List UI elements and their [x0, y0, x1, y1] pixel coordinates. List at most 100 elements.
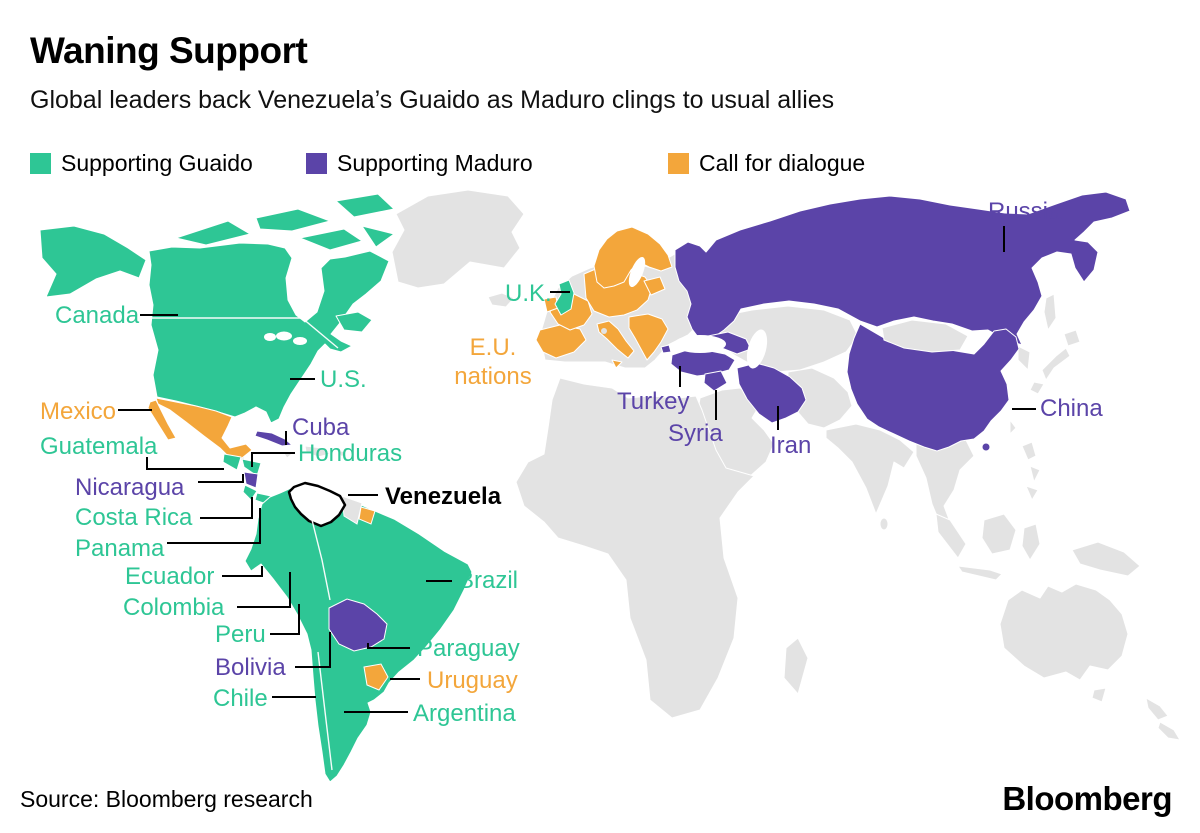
arctic-island-1: [175, 220, 251, 246]
country-sri-lanka: [879, 517, 889, 531]
island-nz-south: [1157, 721, 1181, 741]
source-note: Source: Bloomberg research: [20, 786, 313, 812]
map-label-venezuela: Venezuela: [385, 483, 502, 510]
map-label-china: China: [1040, 395, 1103, 422]
island-sumatra: [935, 513, 967, 559]
legend-item-guaido: Supporting Guaido: [30, 150, 253, 177]
island-borneo: [981, 513, 1017, 555]
country-russia: [674, 191, 1131, 346]
island-hispaniola: [304, 445, 331, 458]
countries-maduro-eurasia: [660, 191, 1131, 452]
border-chile-argentina: [317, 651, 333, 771]
great-lake-3: [264, 333, 276, 341]
leader-guatemala: [146, 457, 224, 470]
baltic-sea: [628, 256, 646, 288]
country-korea: [1017, 345, 1031, 371]
border-brazil-west: [311, 519, 331, 601]
island-philippines-2: [1029, 465, 1041, 483]
countries-maduro-caribbean: [243, 430, 293, 489]
map-label-chile: Chile: [213, 685, 268, 712]
island-philippines-1: [1021, 441, 1037, 461]
country-uruguay: [363, 663, 389, 691]
country-switzerland: [601, 328, 607, 334]
arctic-island-3: [299, 228, 363, 251]
country-bolivia: [328, 598, 388, 652]
legend-label-guaido: Supporting Guaido: [61, 150, 253, 176]
country-canada-us: [148, 242, 390, 424]
country-india: [825, 423, 915, 515]
map-label-us: U.S.: [320, 366, 367, 393]
country-greenland: [391, 189, 525, 289]
black-sea: [674, 335, 726, 353]
map-label-canada: Canada: [55, 302, 140, 329]
region-turkey-thrace: [660, 344, 672, 354]
island-nz-north: [1145, 697, 1169, 721]
map-label-mexico: Mexico: [40, 398, 117, 425]
leader-colombia: [237, 572, 291, 608]
legend-swatch-guaido: [30, 153, 51, 174]
internal-borders: [152, 317, 339, 771]
map-label-paraguay: Paraguay: [417, 635, 520, 662]
leader-lines: [118, 226, 1036, 713]
caspian-sea: [746, 329, 768, 369]
country-guatemala: [222, 453, 242, 471]
map-label-russia: Russia: [988, 198, 1062, 225]
country-nicaragua: [243, 471, 259, 489]
region-french-guiana: [358, 506, 376, 525]
bloomberg-logo: Bloomberg: [1002, 780, 1172, 817]
island-puerto-rico: [335, 449, 347, 458]
island-japan-honshu: [1041, 347, 1071, 381]
map-label-bolivia: Bolivia: [215, 654, 286, 681]
country-mexico: [155, 397, 253, 459]
great-lake-1: [276, 331, 292, 341]
arctic-island-2: [255, 208, 331, 232]
legend-swatch-dialogue: [668, 153, 689, 174]
country-australia: [999, 583, 1129, 681]
country-iran: [736, 362, 807, 424]
island-japan-hokkaido: [1063, 329, 1081, 347]
map-label-colombia: Colombia: [123, 594, 225, 621]
country-iceland: [487, 292, 515, 308]
country-mongolia: [881, 319, 969, 353]
country-syria: [703, 370, 728, 392]
island-sicily: [611, 359, 623, 369]
map-label-nicaragua: Nicaragua: [75, 474, 185, 501]
leader-ecuador: [222, 566, 263, 577]
leader-honduras: [251, 452, 295, 467]
leader-paraguay: [367, 643, 410, 649]
map-label-eu-nations: E.U. nations: [454, 334, 532, 390]
island-sakhalin: [1043, 293, 1057, 331]
border-us-canada: [152, 317, 339, 349]
legend-swatch-maduro: [306, 153, 327, 174]
arctic-island-5: [361, 225, 395, 248]
island-sulawesi: [1021, 523, 1041, 561]
leader-peru: [270, 604, 300, 635]
map-label-cuba: Cuba: [292, 414, 350, 441]
map-label-uruguay: Uruguay: [427, 667, 518, 694]
map-label-syria: Syria: [668, 420, 723, 447]
island-philippines-3: [1025, 485, 1039, 501]
legend-item-maduro: Supporting Maduro: [306, 150, 533, 177]
island-tasmania: [1091, 687, 1107, 703]
island-hainan: [981, 442, 991, 452]
page-title: Waning Support: [30, 30, 308, 71]
legend-label-maduro: Supporting Maduro: [337, 150, 533, 176]
region-eu-baltics: [643, 276, 666, 296]
island-new-guinea: [1071, 541, 1141, 577]
country-uk: [554, 279, 575, 316]
region-eu-balkans: [628, 313, 669, 361]
great-lake-2: [293, 337, 307, 345]
country-cuba: [254, 430, 293, 447]
map-label-peru: Peru: [215, 621, 266, 648]
legend-item-dialogue: Call for dialogue: [668, 150, 865, 177]
map-label-guatemala: Guatemala: [40, 433, 158, 460]
map-label-honduras: Honduras: [298, 440, 403, 467]
leader-bolivia: [295, 632, 331, 668]
leader-nicaragua: [198, 474, 244, 483]
map-label-ecuador: Ecuador: [125, 563, 215, 590]
island-java: [957, 565, 1003, 581]
island-madagascar: [783, 637, 809, 695]
continent-africa: [515, 377, 755, 719]
